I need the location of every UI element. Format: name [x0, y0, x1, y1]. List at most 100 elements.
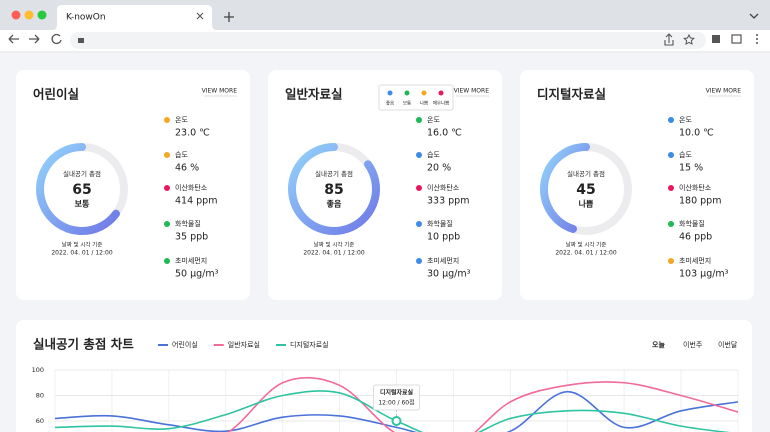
metric-name: 초미세먼지 — [175, 256, 207, 265]
reload-button[interactable] — [51, 33, 62, 45]
metric-value: 50 μg/m³ — [175, 269, 219, 280]
active-tab[interactable] — [52, 5, 217, 30]
metric-dot — [668, 152, 674, 158]
metric-dot — [668, 185, 674, 191]
extensions-icon[interactable] — [712, 35, 720, 43]
timestamp: 2022. 04. 01 / 12:00 — [51, 250, 112, 257]
metric-name: 습도 — [427, 150, 440, 159]
metric-name: 이산화탄소 — [679, 183, 712, 192]
card-background — [16, 70, 250, 300]
metric-name: 온도 — [427, 116, 440, 124]
legend-label: 보통 — [403, 101, 411, 107]
metric-value: 16.0 ℃ — [427, 128, 462, 139]
metric-name: 화학물질 — [427, 219, 453, 228]
gauge-label: 실내공기 총점 — [567, 169, 605, 178]
series-line — [54, 390, 739, 432]
metric-value: 333 ppm — [427, 196, 469, 207]
card-title: 디지털자료실 — [537, 87, 606, 102]
tab-close[interactable] — [196, 12, 204, 20]
series-line — [226, 376, 739, 432]
metric-value: 46 % — [175, 163, 199, 174]
metric-value: 10 ppb — [427, 232, 460, 243]
legend-box — [378, 84, 454, 111]
sidepanel-icon[interactable] — [731, 34, 742, 44]
metric-dot — [668, 258, 674, 264]
close-window[interactable] — [11, 10, 21, 20]
metric-dot — [416, 221, 422, 227]
legend-label: 일반자료실 — [228, 340, 260, 349]
y-tick-label: 80 — [36, 392, 44, 400]
forward-button[interactable] — [29, 34, 40, 44]
metric-value: 35 ppb — [175, 232, 208, 243]
bookmark-icon[interactable] — [683, 33, 695, 45]
maximize-window[interactable] — [37, 10, 47, 20]
metric-name: 화학물질 — [679, 219, 705, 228]
legend-dot — [387, 90, 393, 96]
metric-dot — [164, 152, 170, 158]
tab-title: K-nowOn — [66, 13, 106, 23]
timestamp: 2022. 04. 01 / 12:00 — [555, 250, 616, 257]
y-tick-label: 100 — [32, 366, 44, 374]
view-more[interactable]: VIEW MORE — [706, 88, 742, 95]
card-background — [520, 70, 754, 300]
range-tab[interactable]: 이번주 — [683, 340, 703, 349]
metric-value: 23.0 ℃ — [175, 128, 210, 139]
metric-dot — [416, 258, 422, 264]
metric-dot — [164, 117, 170, 123]
metric-value: 414 ppm — [175, 196, 217, 207]
metric-dot — [164, 258, 170, 264]
legend-dot — [421, 90, 427, 96]
timestamp: 2022. 04. 01 / 12:00 — [303, 250, 364, 257]
timestamp-label: 날짜 및 시각 기준 — [62, 241, 103, 249]
gauge-status: 나쁨 — [579, 199, 594, 209]
share-icon[interactable] — [664, 33, 674, 46]
gauge-arc — [288, 143, 380, 235]
back-button[interactable] — [8, 34, 19, 44]
metric-name: 습도 — [679, 150, 692, 159]
hover-point — [391, 416, 402, 426]
legend-dot — [438, 90, 444, 96]
gauge-score: 45 — [576, 182, 595, 198]
view-more[interactable]: VIEW MORE — [202, 88, 238, 95]
chart-card — [16, 320, 752, 432]
metric-name: 이산화탄소 — [175, 183, 208, 192]
minimize-window[interactable] — [24, 10, 34, 20]
gauge-status: 좋음 — [327, 199, 342, 209]
metric-name: 습도 — [175, 150, 188, 159]
metric-dot — [164, 221, 170, 227]
tab-search[interactable] — [749, 13, 759, 19]
gauge-arc — [540, 143, 590, 233]
legend-label: 디지털자료실 — [290, 340, 329, 349]
metric-dot — [668, 117, 674, 123]
metric-dot — [164, 185, 170, 191]
card-title: 일반자료실 — [285, 87, 343, 102]
metric-dot — [416, 152, 422, 158]
metric-name: 이산화탄소 — [427, 183, 460, 192]
legend-label: 좋음 — [386, 101, 394, 107]
metric-value: 10.0 ℃ — [679, 128, 714, 139]
metric-name: 화학물질 — [175, 219, 201, 228]
timestamp-label: 날짜 및 시각 기준 — [566, 241, 607, 249]
new-tab[interactable] — [224, 12, 234, 22]
view-more[interactable]: VIEW MORE — [454, 88, 490, 95]
range-tab[interactable]: 오늘 — [652, 340, 665, 349]
metric-name: 초미세먼지 — [427, 256, 459, 265]
legend-label: 매우나쁨 — [433, 100, 450, 107]
metric-dot — [416, 185, 422, 191]
metric-value: 15 % — [679, 163, 703, 174]
range-tab[interactable]: 이번달 — [718, 340, 738, 349]
menu-icon[interactable] — [756, 34, 758, 44]
metric-value: 46 ppb — [679, 232, 712, 243]
metric-name: 온도 — [175, 116, 188, 124]
gauge-status: 보통 — [75, 199, 90, 209]
address-bar[interactable] — [70, 32, 706, 49]
gauge-label: 실내공기 총점 — [63, 169, 101, 178]
metric-dot — [416, 117, 422, 123]
gauge-score: 65 — [72, 182, 91, 198]
chart-title: 실내공기 총점 차트 — [33, 337, 134, 352]
card-background — [268, 70, 502, 300]
